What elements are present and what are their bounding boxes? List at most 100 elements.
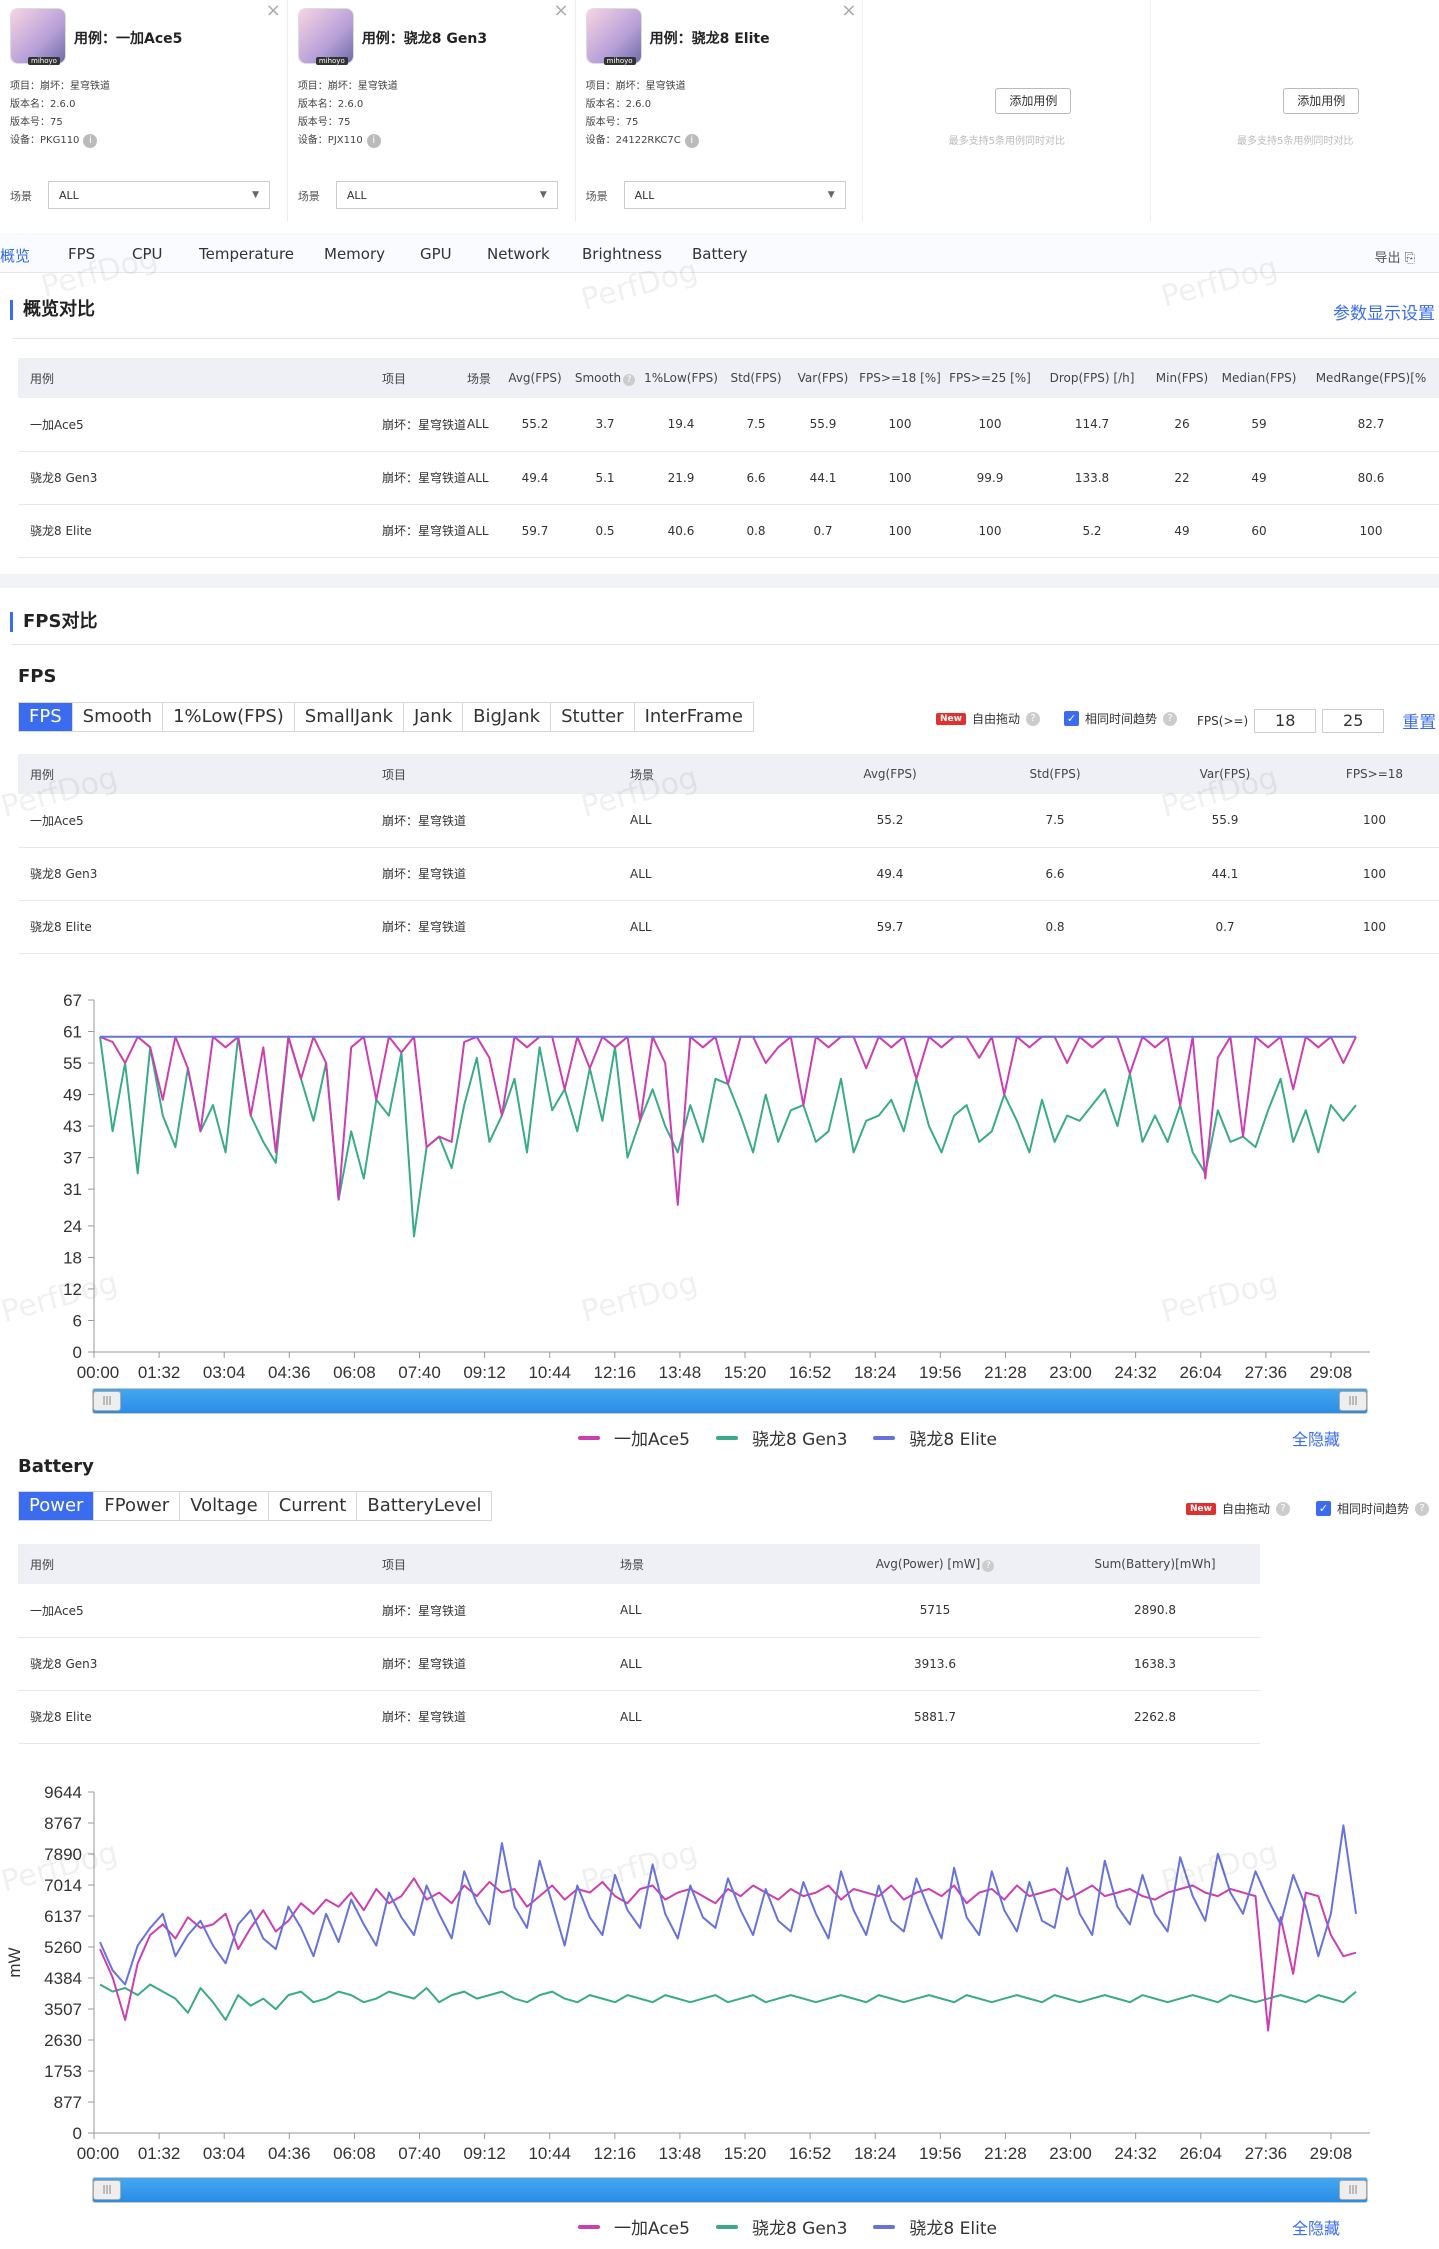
export-button[interactable]: 导出 ⎘ (1374, 247, 1415, 266)
y-tick-label: 877 (54, 2093, 82, 2112)
x-tick-label: 00:00 (77, 1363, 120, 1382)
fps-threshold-input-1[interactable]: 18 (1254, 708, 1317, 733)
hide-all-button[interactable]: 全隐藏 (1292, 1430, 1341, 1449)
table-cell: 3913.6 (820, 1637, 1050, 1691)
table-cell: 骁龙8 Elite (18, 900, 370, 954)
segment-1-low-fps-[interactable]: 1%Low(FPS) (163, 703, 295, 731)
chevron-down-icon: ▼ (539, 190, 547, 200)
help-icon[interactable]: ? (623, 373, 636, 386)
info-icon[interactable]: i (83, 134, 98, 148)
table-cell: 26 (1149, 398, 1215, 452)
help-icon[interactable]: ? (1415, 1501, 1430, 1516)
close-icon[interactable]: × (841, 0, 857, 21)
y-axis-label: mW (5, 1947, 24, 1977)
x-tick-label: 21:28 (984, 2144, 1027, 2163)
add-case-button[interactable]: 添加用例 (995, 88, 1072, 114)
hide-all-button[interactable]: 全隐藏 (1292, 2219, 1341, 2238)
segment-interframe[interactable]: InterFrame (644, 706, 743, 727)
help-icon[interactable]: ? (982, 1559, 995, 1572)
checkbox-checked-icon[interactable]: ✓ (1316, 1501, 1331, 1516)
same-trend-option[interactable]: ✓ 相同时间趋势 ? (1064, 710, 1178, 727)
free-drag-option[interactable]: New 自由拖动 ? (1186, 1500, 1290, 1517)
tab-network[interactable]: Network (487, 245, 550, 263)
scrollbar-left-handle[interactable]: ||| (93, 1391, 121, 1411)
table-cell: 5715 (820, 1584, 1050, 1638)
power-time-scrollbar[interactable]: ||| ||| (92, 2177, 1368, 2203)
help-icon[interactable]: ? (1275, 1501, 1290, 1516)
add-case-note: 最多支持5条用例同时对比 (1236, 136, 1354, 147)
segment-fpower[interactable]: FPower (94, 1492, 181, 1520)
scrollbar-right-handle[interactable]: ||| (1339, 1391, 1367, 1411)
help-icon[interactable]: ? (1163, 711, 1178, 726)
table-cell: 44.1 (791, 451, 855, 505)
close-icon[interactable]: × (265, 0, 281, 21)
segment-batterylevel[interactable]: BatteryLevel (367, 1495, 482, 1516)
segment-voltage[interactable]: Voltage (180, 1492, 269, 1520)
tab-temperature[interactable]: Temperature (199, 245, 295, 263)
legend-item[interactable]: 骁龙8 Gen3 (715, 1425, 847, 1450)
close-icon[interactable]: × (553, 0, 569, 21)
scene-select[interactable]: ALL ▼ (623, 181, 846, 209)
checkbox-checked-icon[interactable]: ✓ (1064, 711, 1079, 726)
table-cell: ALL (467, 398, 501, 452)
table-cell: 44.1 (1140, 847, 1310, 901)
scene-select[interactable]: ALL ▼ (335, 181, 558, 209)
case-meta: 项目：崩坏：星穹铁道 版本名：2.6.0 版本号：75 设备：24122RKC7… (586, 78, 699, 150)
segment-stutter[interactable]: Stutter (551, 703, 635, 731)
fps-threshold-input-2[interactable]: 25 (1322, 708, 1385, 733)
info-icon[interactable]: i (684, 134, 699, 148)
x-tick-label: 03:04 (203, 1363, 246, 1382)
case-version-code: 版本号：75 (585, 117, 639, 128)
legend-label: 骁龙8 Elite (909, 1430, 997, 1450)
table-header-cell: Avg(Power) [mW]? (820, 1544, 1050, 1584)
legend-item[interactable]: 一加Ace5 (578, 1425, 690, 1450)
scene-select[interactable]: ALL ▼ (48, 181, 270, 209)
table-cell: ALL (467, 451, 501, 505)
help-icon[interactable]: ? (1025, 711, 1040, 726)
legend-item[interactable]: 一加Ace5 (578, 2214, 690, 2239)
x-tick-label: 26:04 (1179, 2144, 1222, 2163)
tab-battery[interactable]: Battery (692, 245, 748, 263)
same-trend-option[interactable]: ✓ 相同时间趋势 ? (1316, 1500, 1430, 1517)
legend-item[interactable]: 骁龙8 Gen3 (715, 2214, 847, 2239)
table-cell: 99.9 (945, 451, 1035, 505)
fps-time-scrollbar[interactable]: ||| ||| (92, 1388, 1368, 1414)
x-tick-label: 06:08 (333, 2144, 376, 2163)
tab-overview[interactable]: 概览 (0, 247, 31, 265)
tab-fps[interactable]: FPS (68, 245, 96, 263)
add-case-button[interactable]: 添加用例 (1283, 88, 1360, 114)
case-meta: 项目：崩坏：星穹铁道 版本名：2.6.0 版本号：75 设备：PJX110 i (298, 78, 398, 150)
tab-gpu[interactable]: GPU (420, 245, 452, 263)
scrollbar-left-handle[interactable]: ||| (93, 2180, 121, 2200)
segment-current[interactable]: Current (269, 1492, 358, 1520)
chevron-down-icon: ▼ (252, 190, 259, 200)
tab-brightness[interactable]: Brightness (582, 245, 662, 263)
segment-fps[interactable]: FPS (19, 703, 73, 731)
param-settings-link[interactable]: 参数显示设置 (1333, 304, 1435, 324)
segment-smooth[interactable]: Smooth (73, 703, 164, 731)
legend-item[interactable]: 骁龙8 Elite (873, 2214, 997, 2239)
tab-memory[interactable]: Memory (324, 245, 386, 263)
segment-power[interactable]: Power (19, 1492, 95, 1520)
table-cell: 7.5 (721, 398, 791, 452)
table-header-cell: Drop(FPS) [/h] (1035, 358, 1149, 398)
fps-table: 用例 项目 场景 Avg(FPS) Std(FPS) Var(FPS) FPS>=18 一加… (18, 754, 1439, 954)
reset-button[interactable]: 重置 (1402, 713, 1437, 733)
overview-title: 概览对比 (10, 300, 95, 320)
segment-jank[interactable]: Jank (404, 703, 464, 731)
tab-cpu[interactable]: CPU (132, 245, 163, 263)
segment-bigjank[interactable]: BigJank (463, 703, 552, 731)
scrollbar-right-handle[interactable]: ||| (1339, 2180, 1367, 2200)
segment-smalljank[interactable]: SmallJank (295, 703, 404, 731)
y-tick-label: 1753 (44, 2062, 82, 2081)
legend-item[interactable]: 骁龙8 Elite (873, 1425, 997, 1450)
table-cell: ALL (620, 1584, 820, 1638)
y-tick-label: 0 (73, 2124, 82, 2143)
free-drag-option[interactable]: New 自由拖动 ? (936, 710, 1040, 727)
info-icon[interactable]: i (366, 134, 381, 148)
y-tick-label: 43 (63, 1117, 82, 1136)
x-tick-label: 13:48 (659, 2144, 702, 2163)
table-header-cell: FPS>=18 (1310, 754, 1439, 794)
table-cell: 100 (1310, 847, 1439, 901)
battery-metric-switch: Power FPower Voltage Current BatteryLevel (18, 1491, 493, 1521)
